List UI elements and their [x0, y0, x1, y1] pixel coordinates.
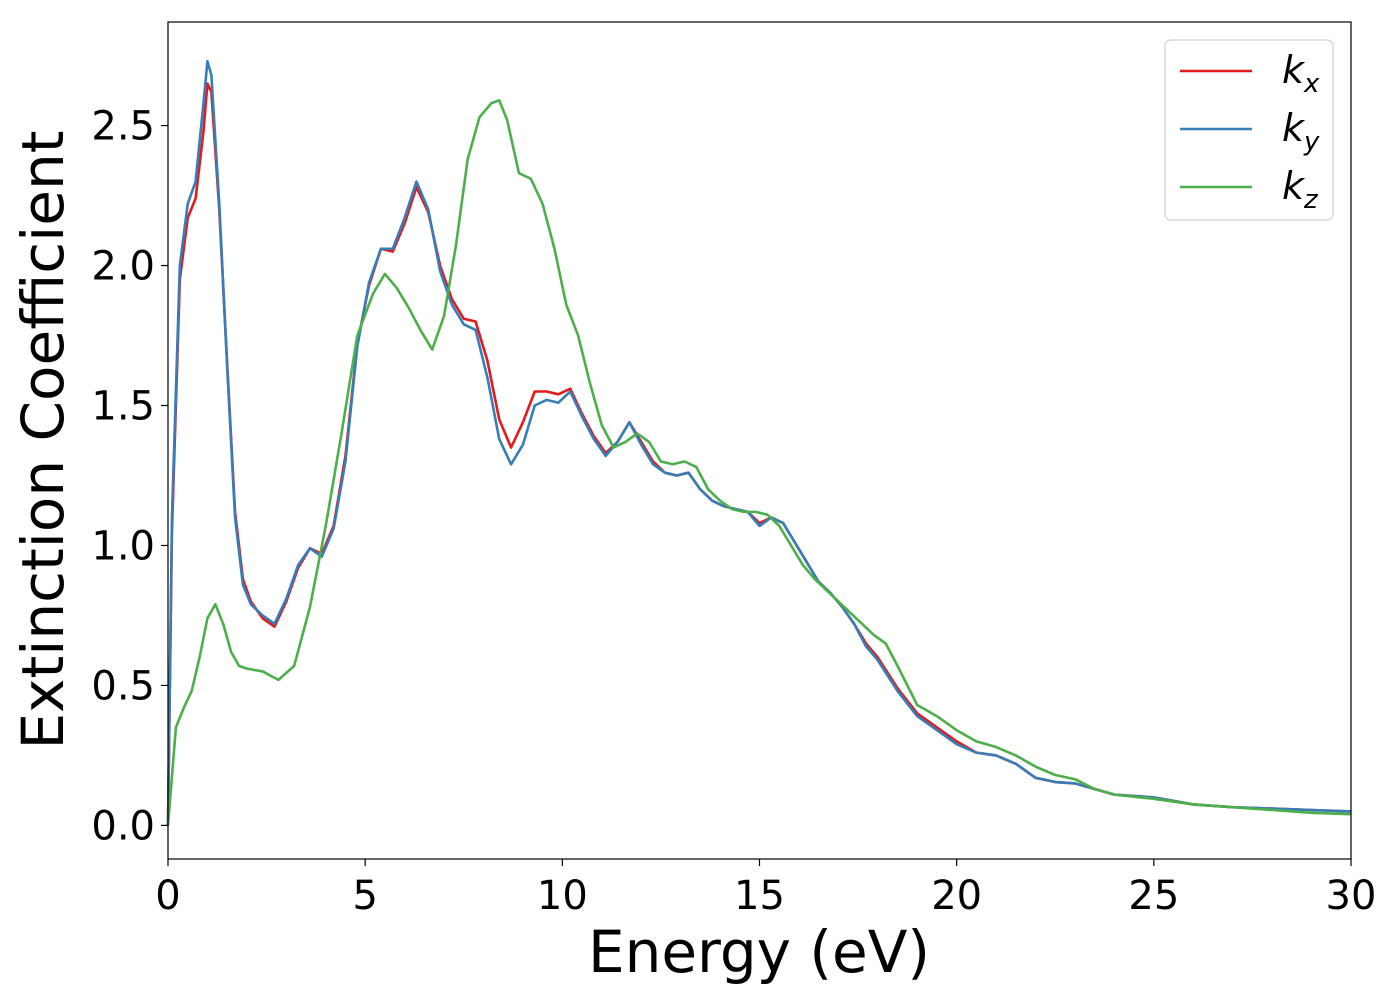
x-tick-label: 20 [931, 873, 982, 919]
x-tick-label: 0 [155, 873, 180, 919]
x-tick-label: 25 [1128, 873, 1179, 919]
x-tick-label: 30 [1326, 873, 1377, 919]
y-tick-label: 2.5 [91, 104, 155, 150]
y-tick-label: 1.0 [91, 523, 155, 569]
plot-background [168, 22, 1351, 859]
x-tick-label: 10 [537, 873, 588, 919]
series-line-kz [166, 99, 1352, 826]
y-axis-ticks: 0.0 0.5 1.0 1.5 2.0 2.5 [91, 104, 168, 849]
y-tick-label: 0.0 [91, 803, 155, 849]
x-tick-label: 15 [734, 873, 785, 919]
x-tick-label: 5 [352, 873, 377, 919]
y-tick-label: 0.5 [91, 663, 155, 709]
series-line-ky [166, 59, 1352, 826]
y-axis-title: Extinction Coefficient [9, 131, 77, 750]
series-line-kx [166, 82, 1352, 826]
x-axis-title: Energy (eV) [588, 918, 930, 986]
x-axis-ticks: 0 5 10 15 20 25 30 [155, 859, 1376, 919]
y-tick-label: 2.0 [91, 244, 155, 290]
y-tick-label: 1.5 [91, 384, 155, 430]
series-lines [166, 59, 1352, 826]
